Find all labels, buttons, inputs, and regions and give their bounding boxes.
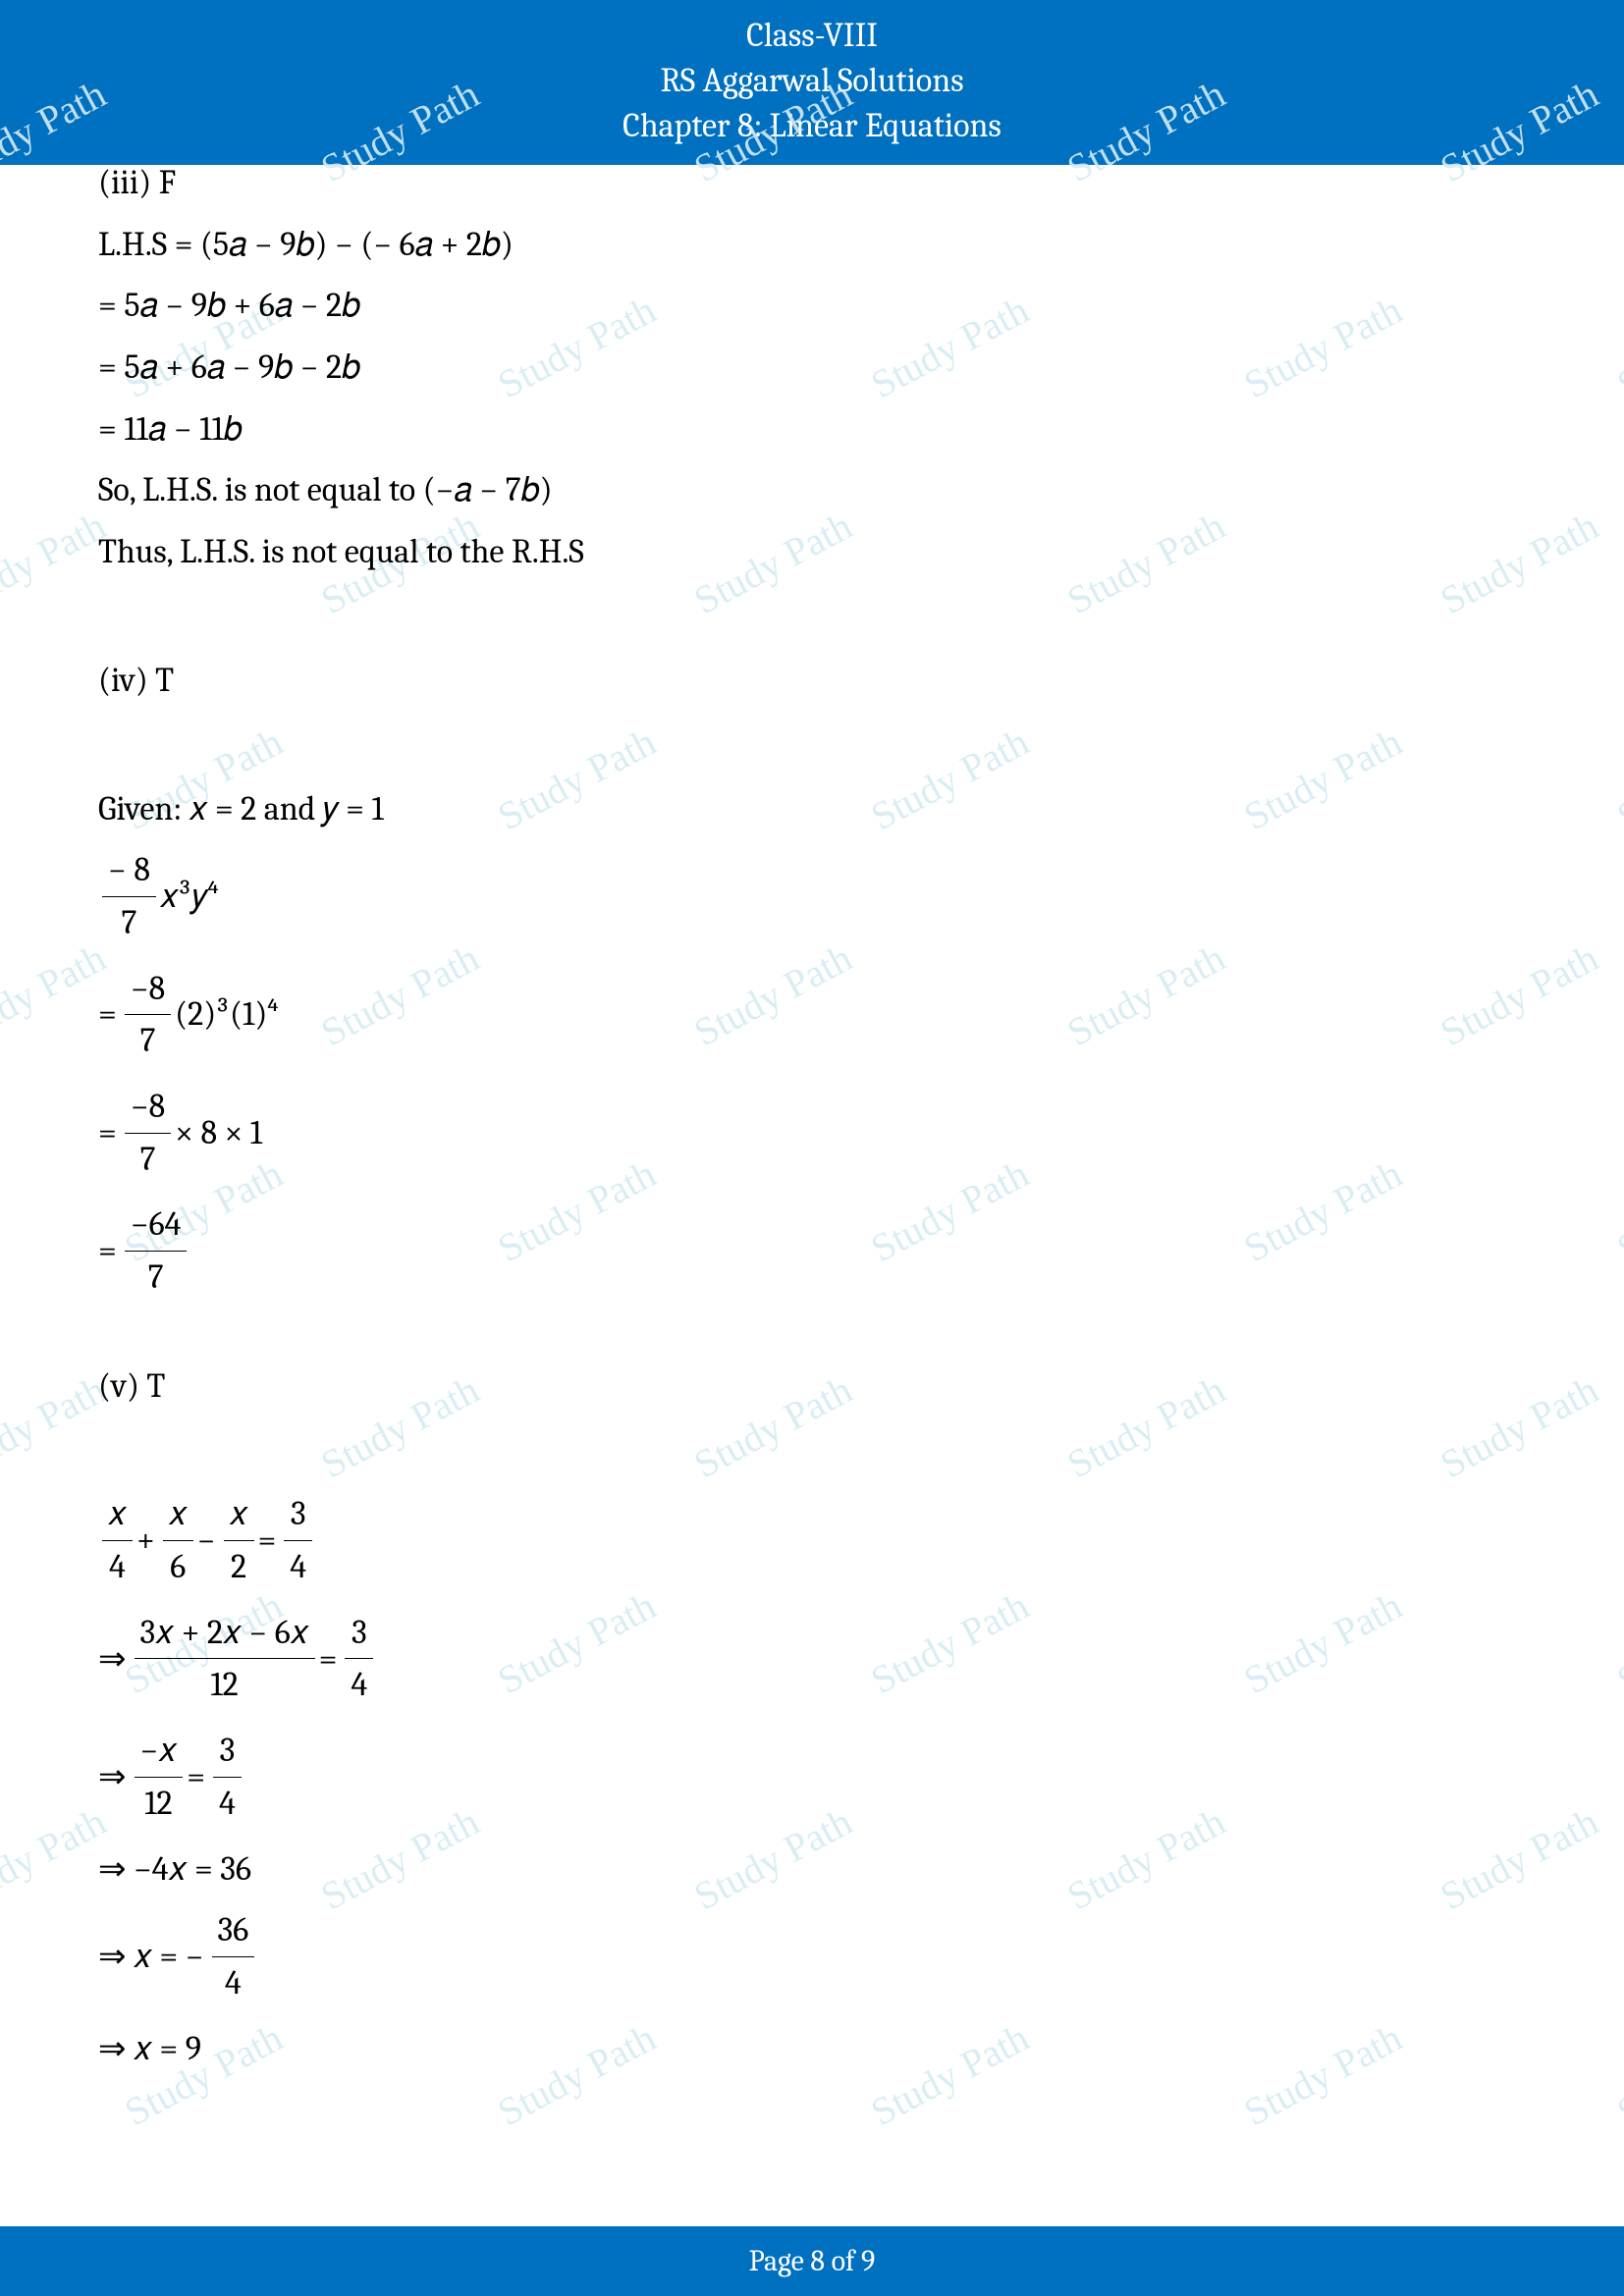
sec3-l4: = 11𝑎 − 11𝑏 <box>98 403 1526 455</box>
frac-num: − 8 <box>102 844 156 896</box>
frac-num: 36 <box>212 1904 255 1956</box>
eq-pre: = <box>98 1107 117 1159</box>
sec5-eq1: 𝑥 4 + 𝑥 6 − 𝑥 2 = 3 4 <box>98 1488 1526 1592</box>
frac-den: 4 <box>102 1540 133 1593</box>
frac: 𝑥 6 <box>163 1488 193 1592</box>
frac-den: 7 <box>125 1133 171 1186</box>
footer-mid: of <box>825 2244 861 2278</box>
frac-num: −64 <box>125 1199 188 1251</box>
frac-den: 7 <box>125 1251 188 1304</box>
eq-pre: = <box>98 988 117 1041</box>
frac: 3 4 <box>345 1607 373 1711</box>
sec5-label: (v) T <box>98 1361 1526 1413</box>
op: = <box>319 1633 338 1685</box>
sec3-l6: Thus, L.H.S. is not equal to the R.H.S <box>98 526 1526 578</box>
frac: 3 4 <box>284 1488 312 1592</box>
header-class: Class-VIII <box>0 14 1624 59</box>
frac-num: 𝑥 <box>163 1488 193 1540</box>
frac-den: 12 <box>135 1658 315 1711</box>
sec4-step1: = −8 7 (2)³(1)⁴ <box>98 963 1526 1067</box>
frac-num: −8 <box>125 963 171 1015</box>
frac: 36 4 <box>212 1904 255 2008</box>
sec3-label: (iii) F <box>98 157 1526 209</box>
footer-current: 8 <box>810 2244 825 2278</box>
frac-den: 6 <box>163 1540 193 1593</box>
frac-num: 3 <box>345 1607 373 1659</box>
frac-num: 3𝑥 + 2𝑥 − 6𝑥 <box>135 1607 315 1659</box>
implies: ⇒ <box>98 1751 127 1803</box>
frac-num: 3 <box>284 1488 312 1540</box>
op: = <box>258 1515 277 1567</box>
frac-den: 7 <box>125 1014 171 1067</box>
expr-tail: (2)³(1)⁴ <box>175 988 278 1041</box>
frac-den: 4 <box>213 1777 242 1830</box>
sec4-step2: = −8 7 × 8 × 1 <box>98 1081 1526 1185</box>
sec5-eq2: ⇒ 3𝑥 + 2𝑥 − 6𝑥 12 = 3 4 <box>98 1607 1526 1711</box>
frac-num: 𝑥 <box>102 1488 133 1540</box>
header-chapter: Chapter 8: Linear Equations <box>0 104 1624 149</box>
sec4-given: Given: 𝑥 = 2 and 𝑦 = 1 <box>98 783 1526 835</box>
sec4-step3: = −64 7 <box>98 1199 1526 1303</box>
frac-den: 7 <box>102 896 156 949</box>
footer-total: 9 <box>861 2244 875 2278</box>
sec5-eq3: ⇒ −𝑥 12 = 3 4 <box>98 1725 1526 1829</box>
page-footer: Page 8 of 9 <box>0 2226 1624 2296</box>
header-book: RS Aggarwal Solutions <box>0 59 1624 104</box>
frac-num: 𝑥 <box>224 1488 254 1540</box>
sec4-expr: − 8 7 𝑥³𝑦⁴ <box>98 844 1526 948</box>
frac: −8 7 <box>125 963 171 1067</box>
op: − <box>197 1515 216 1567</box>
frac: −64 7 <box>125 1199 188 1303</box>
sec4-label: (iv) T <box>98 655 1526 707</box>
sec5-eq5: ⇒ 𝑥 = − 36 4 <box>98 1904 1526 2008</box>
frac-den: 4 <box>284 1540 312 1593</box>
op: = <box>187 1751 205 1803</box>
frac: 3 4 <box>213 1725 242 1829</box>
op: + <box>136 1515 155 1567</box>
sec3-l3: = 5𝑎 + 6𝑎 − 9𝑏 − 2𝑏 <box>98 342 1526 394</box>
frac-num: −8 <box>125 1081 171 1133</box>
frac-den: 4 <box>345 1658 373 1711</box>
frac: −8 7 <box>125 1081 171 1185</box>
frac-num: −𝑥 <box>135 1725 184 1777</box>
expr-tail: × 8 × 1 <box>175 1107 262 1159</box>
eq-pre: ⇒ 𝑥 = − <box>98 1931 204 1983</box>
page-content: (iii) F L.H.S = (5𝑎 − 9𝑏) − (− 6𝑎 + 2𝑏) … <box>98 157 1526 2084</box>
frac: 3𝑥 + 2𝑥 − 6𝑥 12 <box>135 1607 315 1711</box>
sec3-l2: = 5𝑎 − 9𝑏 + 6𝑎 − 2𝑏 <box>98 280 1526 332</box>
frac: −𝑥 12 <box>135 1725 184 1829</box>
sec5-eq4: ⇒ −4𝑥 = 36 <box>98 1843 1526 1896</box>
implies: ⇒ <box>98 1633 127 1685</box>
frac: 𝑥 2 <box>224 1488 254 1592</box>
sec5-eq6: ⇒ 𝑥 = 9 <box>98 2023 1526 2075</box>
frac-num: 3 <box>213 1725 242 1777</box>
frac: 𝑥 4 <box>102 1488 133 1592</box>
eq-pre: = <box>98 1225 117 1277</box>
footer-prefix: Page <box>749 2244 811 2278</box>
frac-den: 12 <box>135 1777 184 1830</box>
expr-tail: 𝑥³𝑦⁴ <box>160 871 219 923</box>
sec3-l5: So, L.H.S. is not equal to (−𝑎 − 7𝑏) <box>98 464 1526 516</box>
page-header: Class-VIII RS Aggarwal Solutions Chapter… <box>0 0 1624 165</box>
frac-den: 2 <box>224 1540 254 1593</box>
sec3-l1: L.H.S = (5𝑎 − 9𝑏) − (− 6𝑎 + 2𝑏) <box>98 219 1526 271</box>
frac-den: 4 <box>212 1956 255 2009</box>
sec4-expr-frac: − 8 7 <box>102 844 156 948</box>
